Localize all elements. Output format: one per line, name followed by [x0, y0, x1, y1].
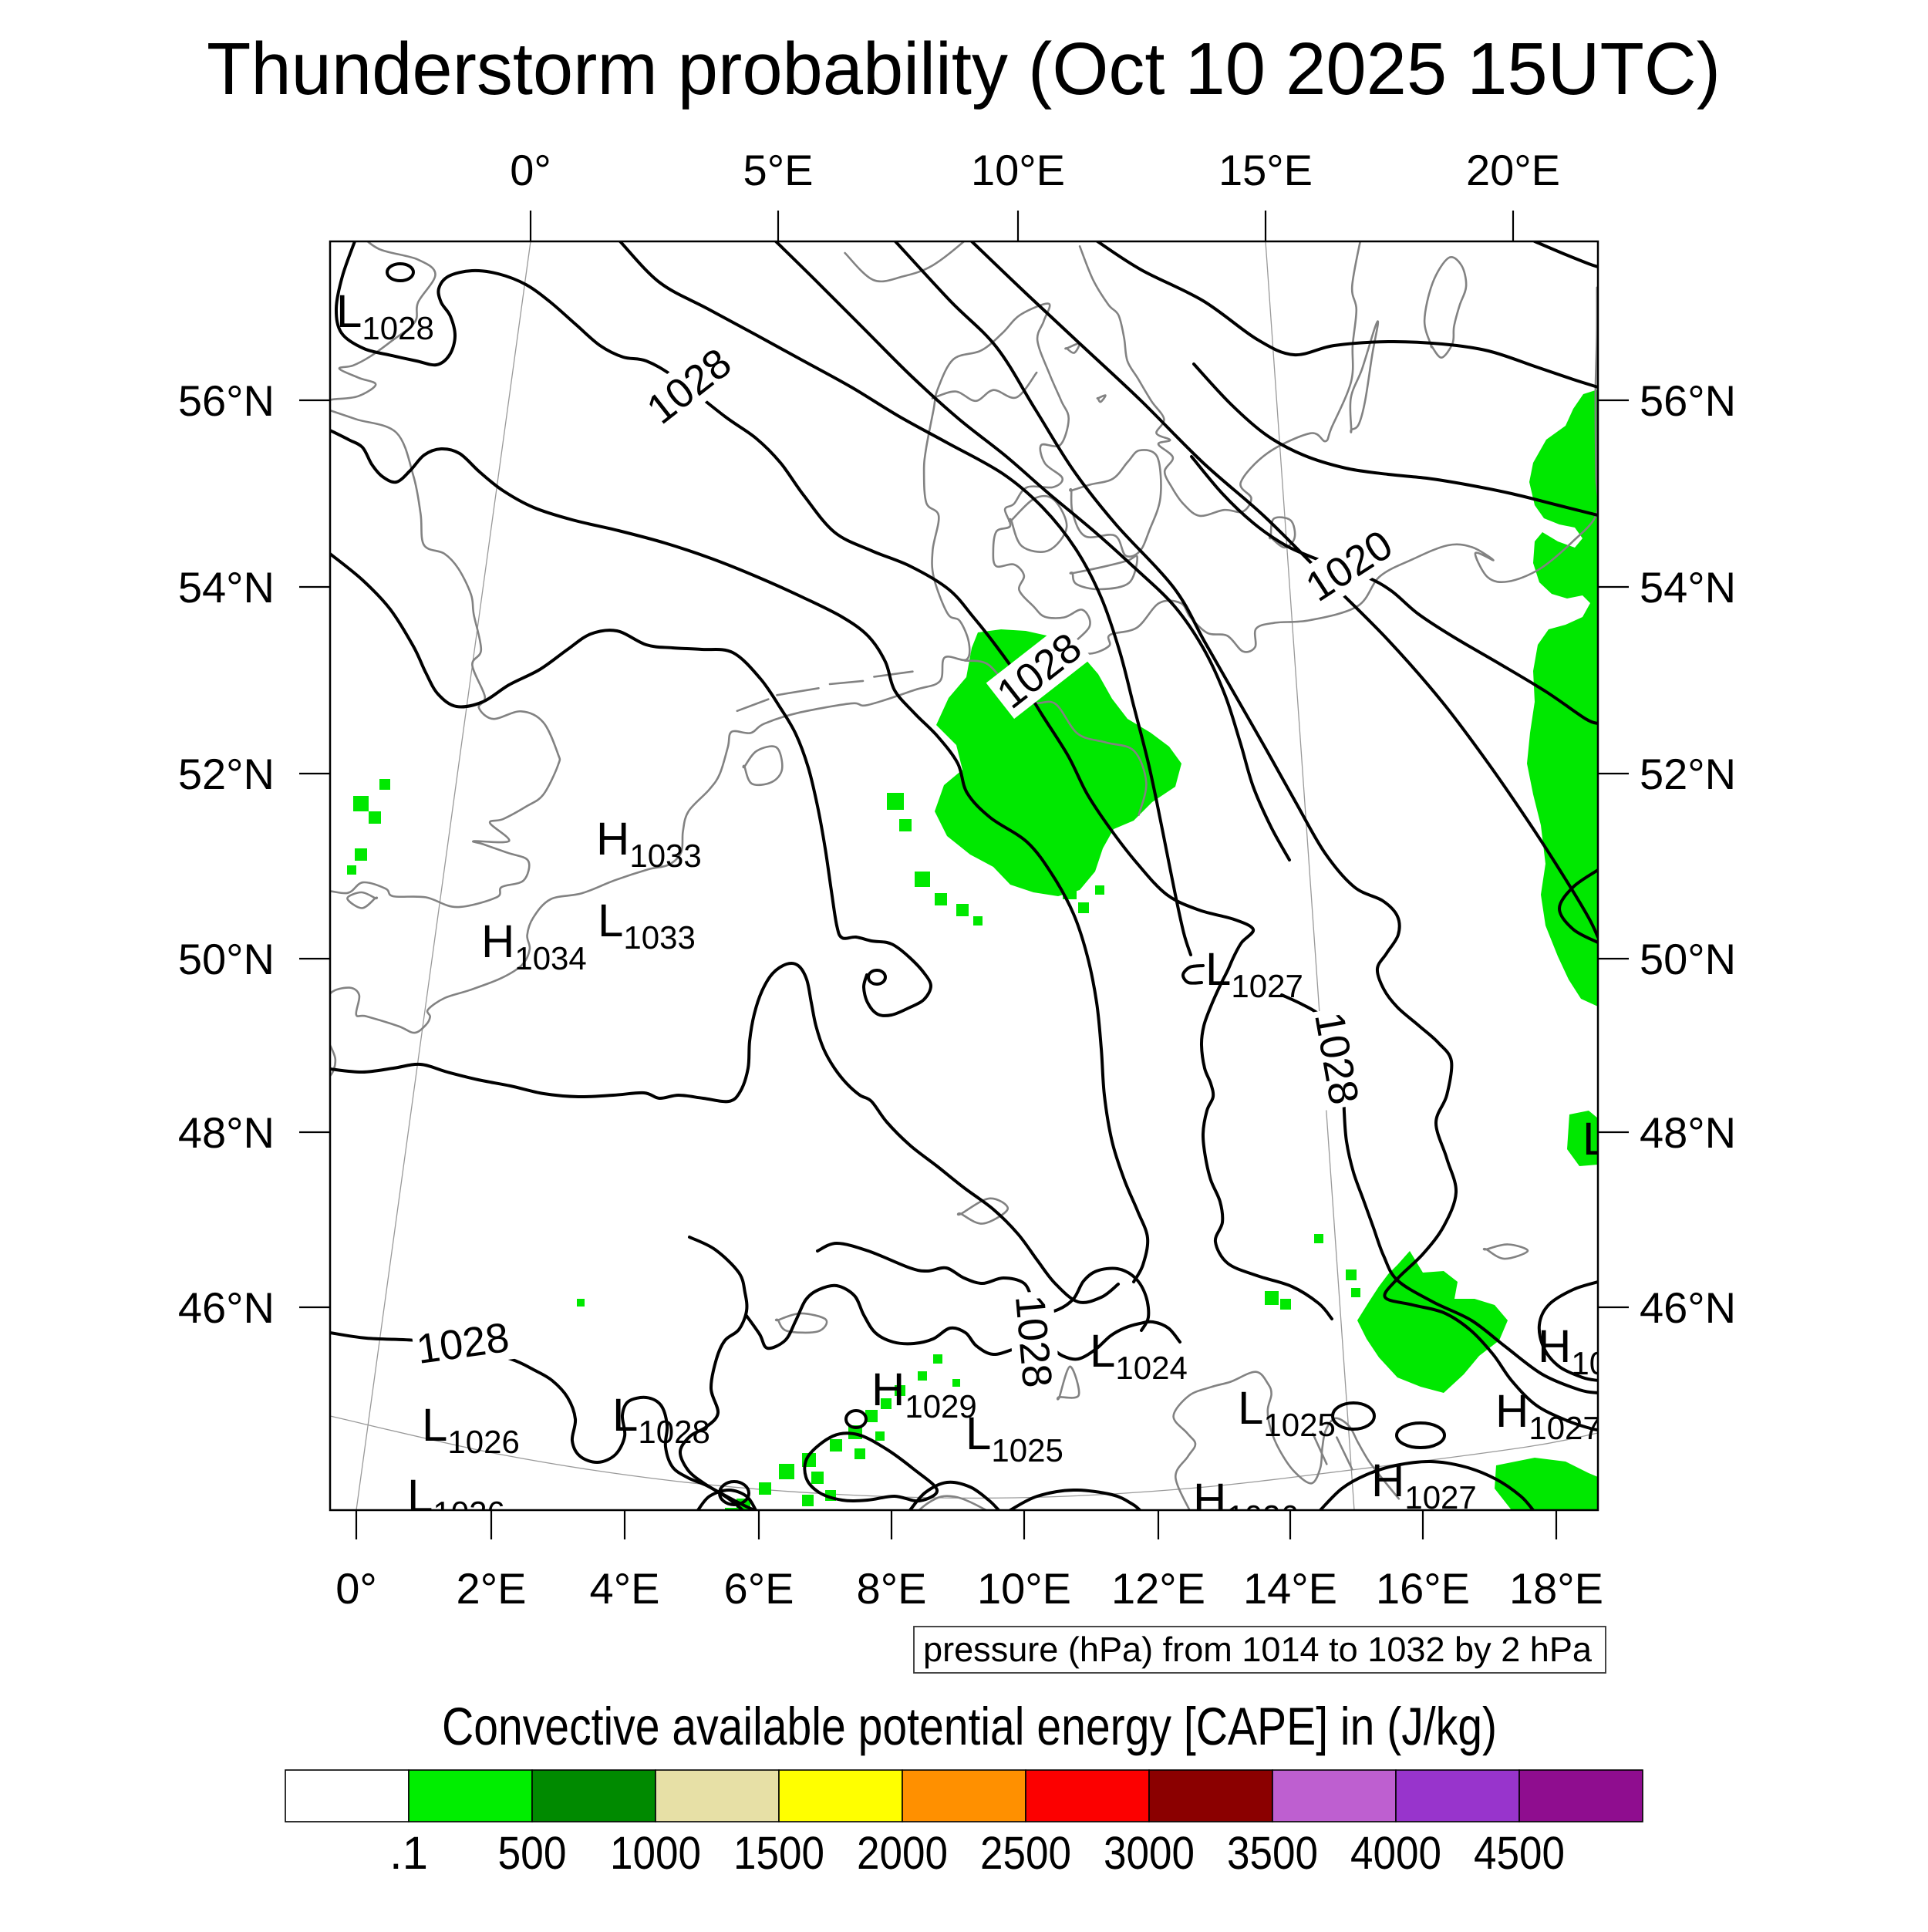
svg-text:H1027: H1027	[1495, 1385, 1601, 1446]
svg-text:46°N: 46°N	[1640, 1283, 1736, 1332]
svg-text:20°E: 20°E	[1466, 146, 1560, 194]
svg-text:0°: 0°	[510, 146, 551, 194]
svg-text:52°N: 52°N	[178, 750, 275, 798]
svg-text:12°E: 12°E	[1111, 1564, 1205, 1613]
svg-text:56°N: 56°N	[1640, 376, 1736, 425]
svg-text:16°E: 16°E	[1376, 1564, 1470, 1613]
svg-text:L1033: L1033	[598, 895, 696, 956]
svg-text:56°N: 56°N	[178, 376, 275, 425]
svg-text:L1028: L1028	[612, 1389, 710, 1450]
svg-text:2500: 2500	[980, 1827, 1071, 1879]
svg-text:8°E: 8°E	[857, 1564, 927, 1613]
svg-text:2000: 2000	[857, 1827, 948, 1879]
svg-text:10°E: 10°E	[977, 1564, 1071, 1613]
svg-text:50°N: 50°N	[178, 935, 275, 983]
svg-text:L1026: L1026	[407, 1470, 505, 1531]
svg-text:H1033: H1033	[596, 813, 702, 874]
svg-text:H1028: H1028	[1538, 1320, 1643, 1381]
svg-text:52°N: 52°N	[1640, 750, 1736, 798]
svg-text:15°E: 15°E	[1218, 146, 1313, 194]
svg-text:L1025: L1025	[1238, 1382, 1336, 1443]
svg-text:1028: 1028	[1006, 1293, 1060, 1390]
svg-text:Thunderstorm probability (Oct: Thunderstorm probability (Oct 10 2025 15…	[207, 28, 1721, 110]
svg-text:4000: 4000	[1350, 1827, 1441, 1879]
svg-text:L: L	[1583, 1113, 1608, 1165]
svg-text:4500: 4500	[1474, 1827, 1565, 1879]
svg-text:H1034: H1034	[481, 915, 587, 976]
svg-text:48°N: 48°N	[178, 1108, 275, 1157]
svg-text:L1028: L1028	[336, 285, 434, 346]
svg-text:H1029: H1029	[871, 1364, 977, 1425]
svg-text:50°N: 50°N	[1640, 935, 1736, 983]
svg-text:L1027: L1027	[1205, 943, 1303, 1004]
svg-text:H1027: H1027	[1371, 1455, 1477, 1516]
svg-text:18°E: 18°E	[1509, 1564, 1603, 1613]
svg-text:10°E: 10°E	[971, 146, 1065, 194]
svg-text:5°E: 5°E	[743, 146, 814, 194]
svg-text:1028: 1028	[1306, 1009, 1367, 1108]
svg-text:3500: 3500	[1227, 1827, 1318, 1879]
svg-text:6°E: 6°E	[724, 1564, 794, 1613]
svg-text:4°E: 4°E	[590, 1564, 660, 1613]
svg-text:2°E: 2°E	[457, 1564, 527, 1613]
svg-text:1028: 1028	[413, 1314, 511, 1373]
svg-text:Convective available potential: Convective available potential energy [C…	[442, 1697, 1497, 1756]
svg-text:500: 500	[498, 1827, 567, 1879]
svg-text:14°E: 14°E	[1243, 1564, 1337, 1613]
svg-text:pressure (hPa) from 1014 to 10: pressure (hPa) from 1014 to 1032 by 2 hP…	[923, 1630, 1593, 1669]
svg-text:54°N: 54°N	[1640, 563, 1736, 612]
svg-text:46°N: 46°N	[178, 1283, 275, 1332]
svg-text:54°N: 54°N	[178, 563, 275, 612]
svg-text:1000: 1000	[610, 1827, 701, 1879]
svg-text:3000: 3000	[1104, 1827, 1195, 1879]
svg-text:L1025: L1025	[966, 1408, 1063, 1468]
svg-text:L1026: L1026	[422, 1399, 520, 1460]
svg-text:0°: 0°	[335, 1564, 377, 1613]
svg-text:.1: .1	[389, 1827, 428, 1879]
svg-text:48°N: 48°N	[1640, 1108, 1736, 1157]
svg-text:1500: 1500	[733, 1827, 824, 1879]
